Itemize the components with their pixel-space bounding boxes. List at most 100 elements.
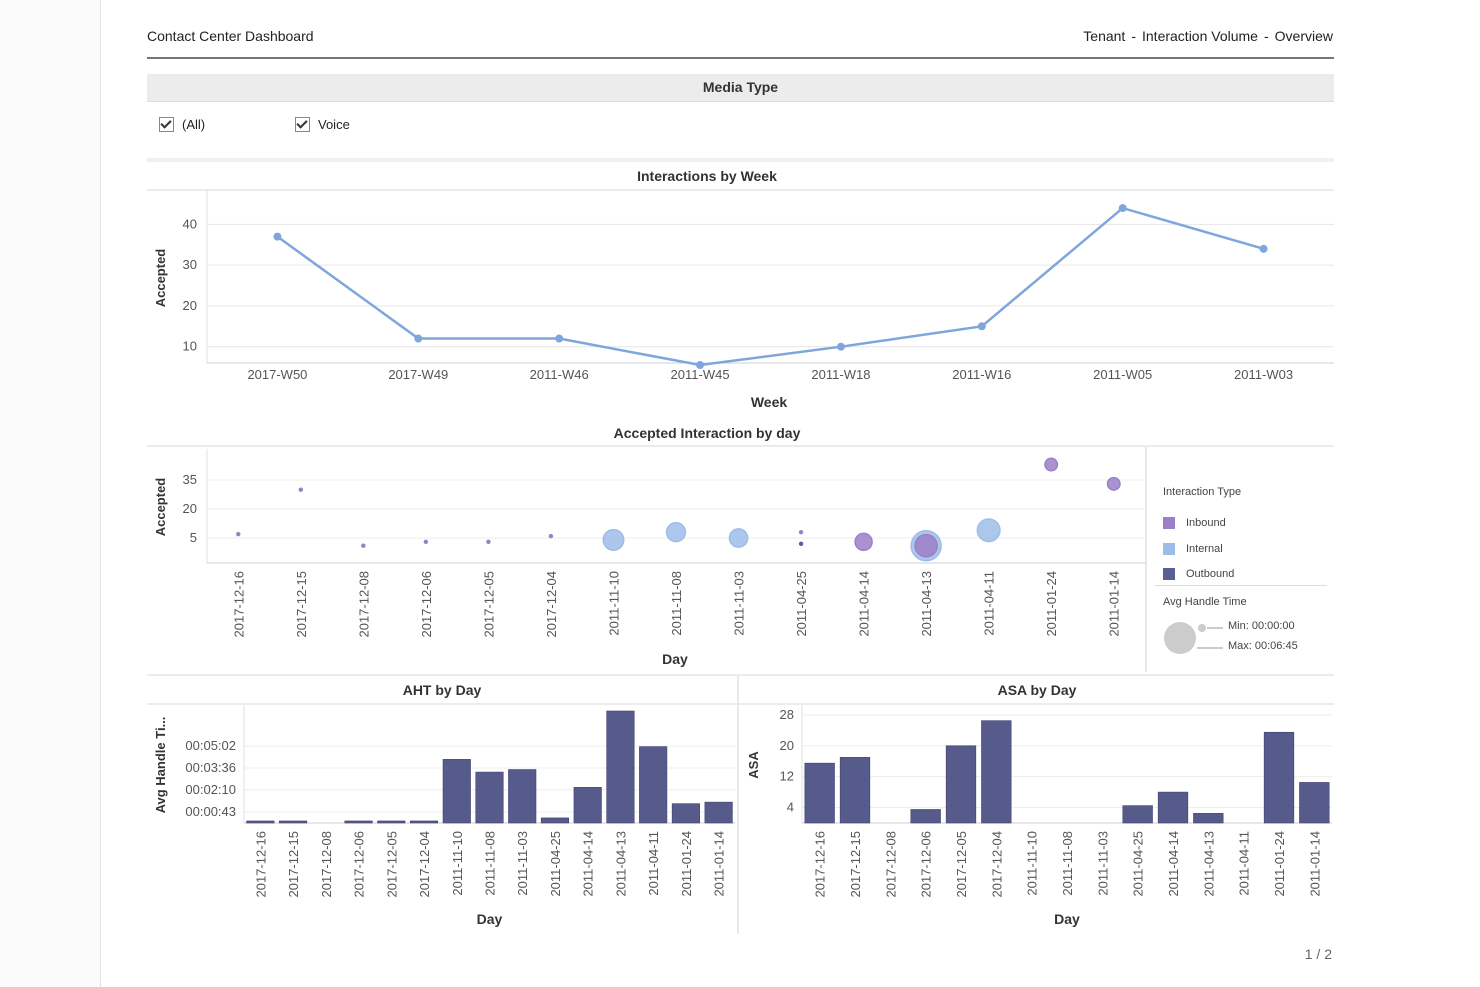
y-tick-label: 00:05:02	[185, 738, 236, 753]
x-tick-label: 2011-04-25	[1131, 831, 1146, 897]
bar	[377, 820, 406, 824]
y-axis-title: ASA	[746, 751, 761, 779]
bar	[1122, 805, 1153, 824]
y-tick-label: 20	[183, 501, 197, 516]
breadcrumb-separator: -	[1263, 28, 1269, 44]
data-point	[414, 334, 423, 343]
bar	[1299, 782, 1330, 824]
breadcrumb: Tenant - Interaction Volume - Overview	[1083, 28, 1333, 44]
bubble-internal	[976, 518, 1001, 543]
x-tick-label: 2011-11-03	[1095, 831, 1110, 896]
data-point	[1118, 204, 1127, 213]
x-axis-title: Week	[751, 394, 788, 410]
series-line	[276, 206, 1264, 367]
x-tick-label: 2011-W45	[671, 367, 730, 382]
interaction-type-legend: Interaction Type Inbound Internal Outbou…	[1163, 486, 1241, 582]
bar	[475, 771, 504, 824]
bar	[279, 820, 308, 824]
media-type-filter-title: Media Type	[147, 74, 1334, 102]
section-separator	[147, 158, 1334, 162]
legend-divider	[1145, 447, 1147, 672]
x-tick-label: 2011-W46	[530, 367, 589, 382]
x-tick-label: 2017-12-16	[813, 831, 828, 898]
aht-by-day-chart: 00:00:43 00:02:10 00:03:36 00:05:02 2017-12-…	[153, 705, 735, 927]
filter-option-voice-label: Voice	[318, 117, 350, 132]
bar	[639, 746, 668, 824]
breadcrumb-interaction-volume[interactable]: Interaction Volume	[1142, 28, 1258, 44]
x-tick-label: 2017-W50	[247, 367, 307, 382]
checkbox-checked-icon[interactable]	[295, 117, 310, 132]
legend-swatch-inbound	[1163, 517, 1175, 529]
x-tick-label: 2011-11-03	[732, 571, 747, 636]
bubble-inbound	[361, 543, 366, 548]
legend-label-outbound: Outbound	[1186, 568, 1235, 580]
filter-option-voice[interactable]: Voice	[295, 117, 350, 132]
x-tick-label: 2017-12-16	[253, 831, 268, 898]
x-tick-label: 2017-12-04	[544, 571, 559, 638]
legend-item-outbound[interactable]: Outbound	[1163, 562, 1241, 582]
y-tick-label: 35	[183, 472, 197, 487]
y-tick-label: 4	[787, 800, 794, 815]
bar	[409, 820, 439, 824]
x-tick-label: 2017-12-15	[294, 571, 309, 638]
y-axis-title: Accepted	[153, 249, 168, 308]
bar	[839, 757, 871, 824]
left-rail	[0, 0, 101, 987]
bar	[981, 720, 1012, 824]
bubble-inbound	[236, 531, 241, 537]
x-tick-label: 2011-W05	[1093, 367, 1152, 382]
x-tick-label: 2011-04-13	[919, 571, 934, 637]
y-tick-label: 00:02:10	[185, 782, 236, 797]
bubble-inbound	[854, 532, 873, 552]
bar	[442, 759, 471, 824]
x-tick-label: 2017-W49	[388, 367, 448, 382]
x-tick-label: 2011-04-11	[982, 571, 997, 636]
x-tick-label: 2011-11-03	[515, 831, 530, 896]
dashboard-title: Contact Center Dashboard	[147, 28, 314, 44]
checkbox-checked-icon[interactable]	[159, 117, 174, 132]
data-point	[1259, 244, 1268, 253]
size-legend-max-circle	[1164, 622, 1196, 654]
legend-item-internal[interactable]: Internal	[1163, 536, 1241, 562]
bar	[945, 745, 977, 824]
breadcrumb-tenant[interactable]: Tenant	[1083, 28, 1126, 44]
accepted-interaction-by-day-chart: 5 20 35 2017-12-16 2017-12-15 2017-12-08 2017-…	[153, 449, 1145, 667]
x-tick-label: 2011-04-25	[794, 571, 809, 637]
bar	[540, 817, 570, 824]
x-tick-label: 2011-04-13	[613, 831, 628, 897]
legend-label-internal: Internal	[1186, 543, 1223, 555]
bubble-inbound	[1044, 457, 1059, 472]
panel-title-divider	[147, 189, 1334, 191]
x-tick-label: 2011-01-14	[1307, 831, 1322, 897]
x-tick-label: 2011-01-14	[1107, 571, 1122, 637]
x-tick-label: 2011-W03	[1234, 367, 1293, 382]
y-axis-title: Avg Handle Ti...	[153, 717, 168, 814]
bubble-inbound	[798, 530, 804, 535]
y-axis-title: Accepted	[153, 478, 168, 537]
x-tick-label: 2017-12-06	[419, 571, 434, 638]
filter-option-all[interactable]: (All)	[159, 117, 205, 132]
size-legend-min-circle	[1198, 624, 1206, 632]
asa-chart-title: ASA by Day	[997, 682, 1077, 698]
bar	[671, 803, 700, 824]
x-tick-label: 2011-11-10	[450, 831, 465, 896]
x-tick-label: 2017-12-15	[848, 831, 863, 898]
bubble-inbound	[914, 533, 938, 558]
bar	[573, 787, 602, 824]
x-tick-label: 2011-01-24	[1272, 831, 1287, 897]
bar	[910, 809, 941, 824]
header-divider	[147, 57, 1334, 59]
bubble-internal	[665, 522, 687, 543]
bar	[704, 801, 733, 824]
x-tick-label: 2011-11-10	[606, 571, 621, 636]
x-tick-label: 2011-01-24	[679, 831, 694, 897]
x-tick-label: 2017-12-06	[919, 831, 934, 898]
panel-title-divider	[147, 674, 1334, 676]
bubble-internal	[728, 528, 749, 548]
page-number: 1 / 2	[1304, 946, 1332, 962]
x-tick-label: 2017-12-04	[417, 831, 432, 898]
y-tick-label: 10	[183, 339, 197, 354]
legend-item-inbound[interactable]: Inbound	[1163, 510, 1241, 536]
legend-label-inbound: Inbound	[1186, 517, 1226, 529]
breadcrumb-overview[interactable]: Overview	[1274, 28, 1333, 44]
